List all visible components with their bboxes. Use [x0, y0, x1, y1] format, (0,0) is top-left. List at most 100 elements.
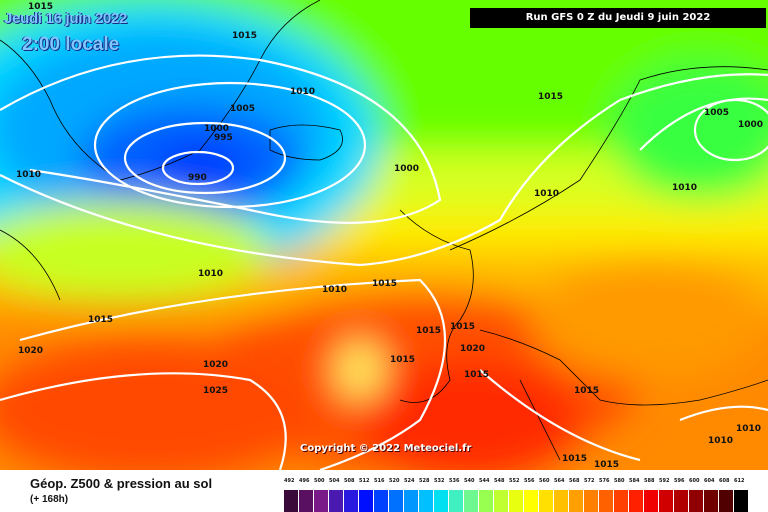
scale-label: 572 [584, 478, 595, 484]
isobar-label: 1010 [322, 285, 348, 295]
isobar-label: 1015 [538, 92, 564, 102]
scale-swatch [599, 490, 614, 512]
scale-swatch [584, 490, 599, 512]
scale-label: 608 [719, 478, 730, 484]
scale-label: 588 [644, 478, 655, 484]
scale-swatch [329, 490, 344, 512]
scale-swatch [449, 490, 464, 512]
isobar-label: 1020 [18, 346, 44, 356]
geopotential-field [0, 0, 768, 470]
isobar-label: 1010 [16, 170, 42, 180]
scale-label: 560 [539, 478, 550, 484]
scale-label: 532 [434, 478, 445, 484]
isobar-label: 1010 [198, 269, 224, 279]
isobar-label: 995 [214, 133, 233, 143]
copyright-notice: Copyright © 2022 Meteociel.fr [300, 443, 472, 454]
scale-label: 512 [359, 478, 370, 484]
isobar-label: 1020 [460, 344, 486, 354]
scale-labels: 492 496 500 504 508 512 516 520 524 528 532 536 540 5… [284, 478, 752, 488]
scale-label: 576 [599, 478, 610, 484]
scale-label: 508 [344, 478, 355, 484]
scale-swatch [284, 490, 299, 512]
scale-label: 548 [494, 478, 505, 484]
scale-label: 596 [674, 478, 685, 484]
scale-swatch [674, 490, 689, 512]
isobar-label: 1010 [290, 87, 316, 97]
isobar-label: 1025 [203, 386, 229, 396]
isobar-label: 1010 [672, 183, 698, 193]
color-scale: 492 496 500 504 508 512 516 520 524 528 532 536 540 5… [284, 478, 752, 512]
scale-swatch [299, 490, 314, 512]
scale-swatch [389, 490, 404, 512]
isobar-label: 1015 [416, 326, 442, 336]
isobar-label: 1005 [704, 108, 730, 118]
isobar-label: 1015 [28, 2, 54, 12]
scale-label: 496 [299, 478, 310, 484]
isobar-label: 1015 [464, 370, 490, 380]
scale-swatch [734, 490, 749, 512]
scale-label: 504 [329, 478, 340, 484]
forecast-offset: (+ 168h) [30, 494, 69, 505]
scale-label: 564 [554, 478, 565, 484]
isobar-label: 1010 [736, 424, 762, 434]
isobar-label: 1010 [708, 436, 734, 446]
scale-label: 568 [569, 478, 580, 484]
isobar-label: 1015 [88, 315, 114, 325]
scale-swatch [479, 490, 494, 512]
scale-label: 604 [704, 478, 715, 484]
scale-label: 556 [524, 478, 535, 484]
scale-swatch [644, 490, 659, 512]
scale-label: 540 [464, 478, 475, 484]
scale-swatch [629, 490, 644, 512]
scale-swatch [659, 490, 674, 512]
scale-label: 524 [404, 478, 415, 484]
scale-swatch [614, 490, 629, 512]
scale-swatch [404, 490, 419, 512]
valid-time: 2:00 locale [22, 34, 120, 55]
scale-swatch [719, 490, 734, 512]
legend-title: Géop. Z500 & pression au sol [30, 476, 213, 491]
run-info-banner: Run GFS 0 Z du Jeudi 9 juin 2022 [470, 8, 766, 28]
isobar-label: 1000 [738, 120, 764, 130]
scale-swatch [464, 490, 479, 512]
scale-label: 520 [389, 478, 400, 484]
scale-label: 536 [449, 478, 460, 484]
scale-swatch [434, 490, 449, 512]
scale-label: 500 [314, 478, 325, 484]
isobar-lines [0, 54, 768, 470]
scale-swatch [704, 490, 719, 512]
isobar-label: 1015 [574, 386, 600, 396]
scale-swatch [314, 490, 329, 512]
scale-label: 492 [284, 478, 295, 484]
scale-label: 544 [479, 478, 490, 484]
scale-swatch [524, 490, 539, 512]
isobar-label: 1020 [203, 360, 229, 370]
isobar-label: 1015 [594, 460, 620, 470]
scale-label: 592 [659, 478, 670, 484]
scale-swatch [689, 490, 704, 512]
scale-label: 584 [629, 478, 640, 484]
scale-swatch [539, 490, 554, 512]
scale-swatch [419, 490, 434, 512]
scale-swatch [509, 490, 524, 512]
scale-swatch [374, 490, 389, 512]
isobar-label: 1000 [204, 124, 230, 134]
weather-map: 1015 1015 1010 1005 1000 995 990 1010 10… [0, 0, 768, 470]
scale-label: 600 [689, 478, 700, 484]
isobar-label: 1015 [450, 322, 476, 332]
map-canvas [0, 0, 768, 470]
isobar-label: 1015 [232, 31, 258, 41]
scale-label: 612 [734, 478, 745, 484]
isobar-label: 1015 [390, 355, 416, 365]
scale-swatch [359, 490, 374, 512]
scale-swatches [284, 490, 752, 512]
isobar-label: 1000 [394, 164, 420, 174]
scale-swatch [344, 490, 359, 512]
isobar-label: 1015 [562, 454, 588, 464]
scale-swatch [494, 490, 509, 512]
scale-label: 552 [509, 478, 520, 484]
scale-swatch [569, 490, 584, 512]
scale-label: 516 [374, 478, 385, 484]
isobar-label: 990 [188, 173, 207, 183]
scale-swatch [554, 490, 569, 512]
